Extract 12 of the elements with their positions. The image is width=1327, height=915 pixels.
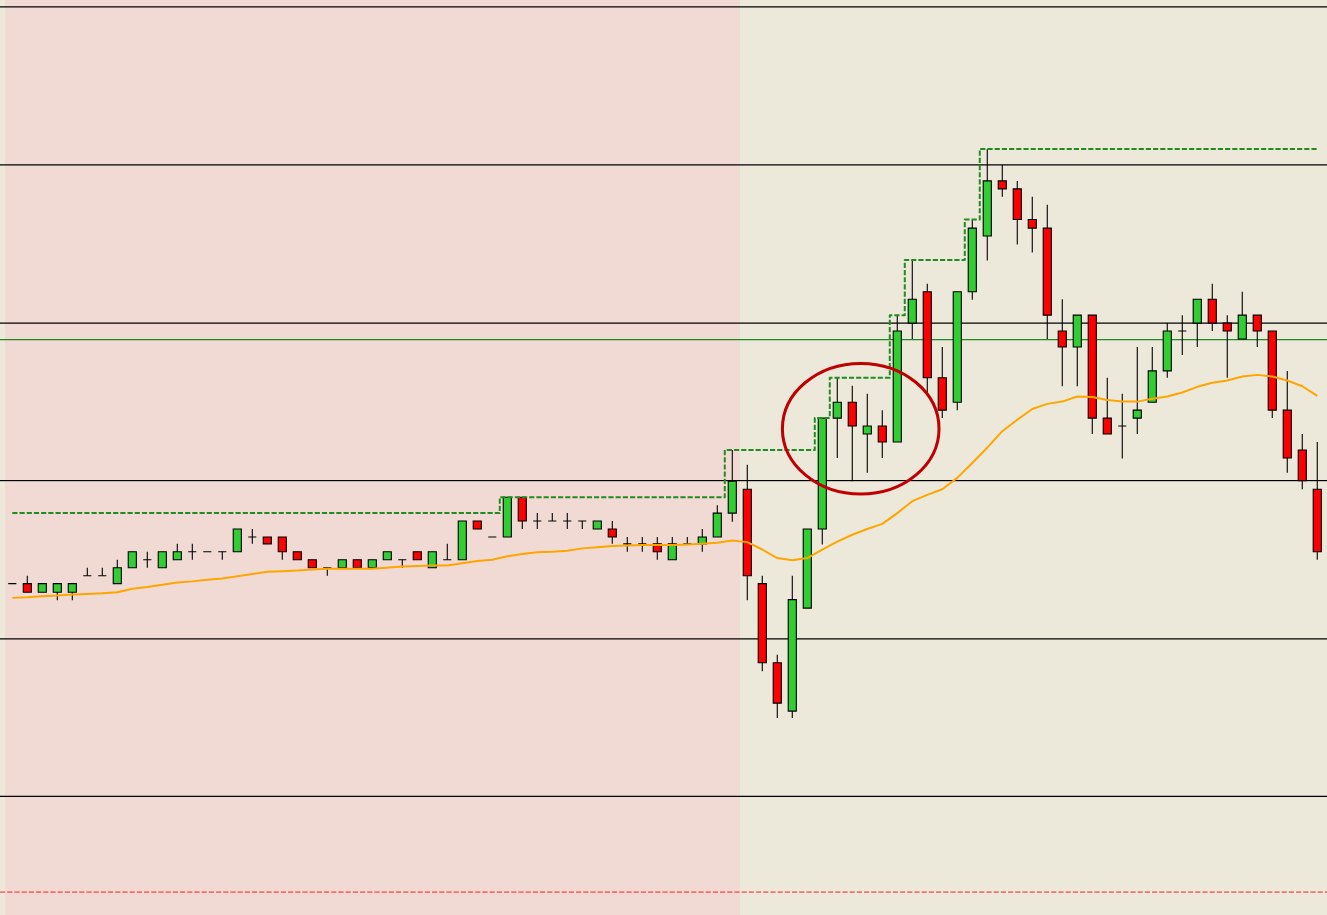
candlestick	[1102, 377, 1112, 435]
candlestick	[232, 528, 242, 553]
candlestick	[1132, 346, 1142, 435]
candlestick	[112, 559, 122, 585]
candlestick	[832, 377, 842, 459]
candlestick	[517, 496, 527, 530]
candlestick	[607, 520, 617, 545]
candlestick	[862, 393, 872, 474]
candlestick	[877, 409, 887, 459]
candlestick	[277, 536, 287, 561]
candlestick	[712, 504, 722, 538]
candlestick	[1027, 196, 1037, 254]
